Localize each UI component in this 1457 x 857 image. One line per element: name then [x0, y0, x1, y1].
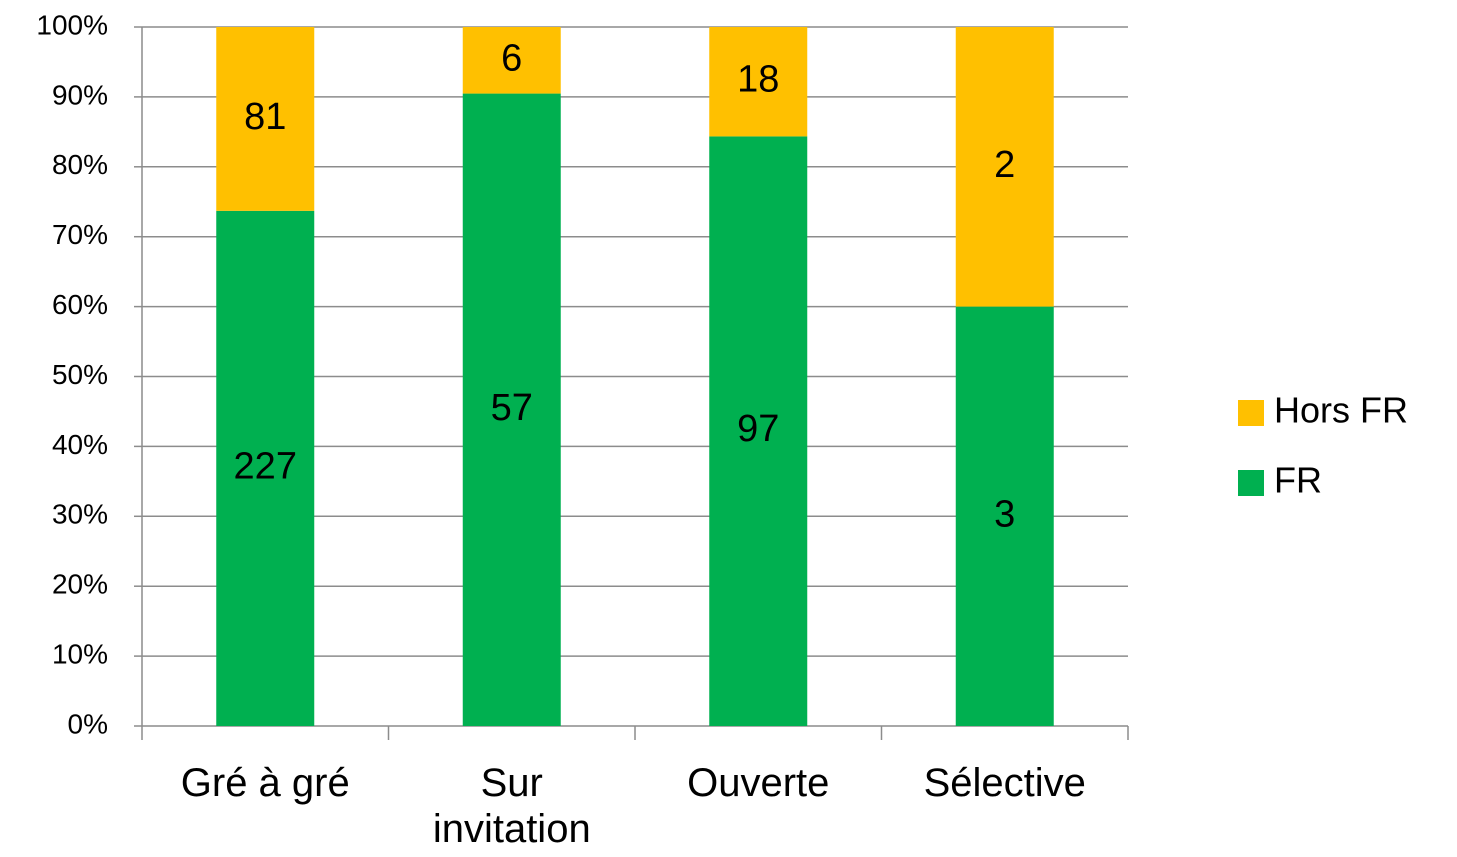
- y-tick-label: 90%: [52, 79, 108, 110]
- bar-segment: [462, 27, 561, 94]
- data-label: 6: [501, 37, 522, 79]
- y-tick-label: 50%: [52, 359, 108, 390]
- y-tick-label: 30%: [52, 499, 108, 530]
- data-label: 81: [244, 96, 286, 138]
- data-label: 3: [994, 493, 1015, 535]
- bar-segment: [709, 136, 808, 726]
- bar-segment: [709, 27, 808, 137]
- x-tick-label: Sur invitation: [432, 761, 591, 851]
- legend-swatch: [1238, 470, 1264, 496]
- bar-segment: [955, 27, 1054, 307]
- data-label: 97: [737, 408, 779, 450]
- x-tick-label: Gré à gré: [180, 761, 350, 805]
- y-tick-label: 0%: [68, 708, 108, 739]
- y-tick-label: 80%: [52, 149, 108, 180]
- y-tick-label: 10%: [52, 638, 108, 669]
- data-label: 18: [737, 59, 779, 101]
- bar-segment: [216, 210, 315, 726]
- bar-segment: [216, 27, 315, 211]
- y-tick-label: 20%: [52, 569, 108, 600]
- data-label: 57: [491, 387, 533, 429]
- legend-swatch: [1238, 400, 1264, 426]
- data-label: 2: [994, 144, 1015, 186]
- legend-label: Hors FR: [1274, 390, 1408, 431]
- y-tick-label: 70%: [52, 219, 108, 250]
- y-tick-label: 40%: [52, 429, 108, 460]
- data-label: 227: [234, 445, 297, 487]
- bar-segment: [462, 93, 561, 727]
- y-tick-label: 100%: [36, 9, 108, 40]
- y-tick-label: 60%: [52, 289, 108, 320]
- legend-label: FR: [1274, 460, 1322, 501]
- bar-segment: [955, 306, 1054, 726]
- x-tick-label: Sélective: [923, 761, 1086, 805]
- x-tick-label: Ouverte: [687, 761, 830, 805]
